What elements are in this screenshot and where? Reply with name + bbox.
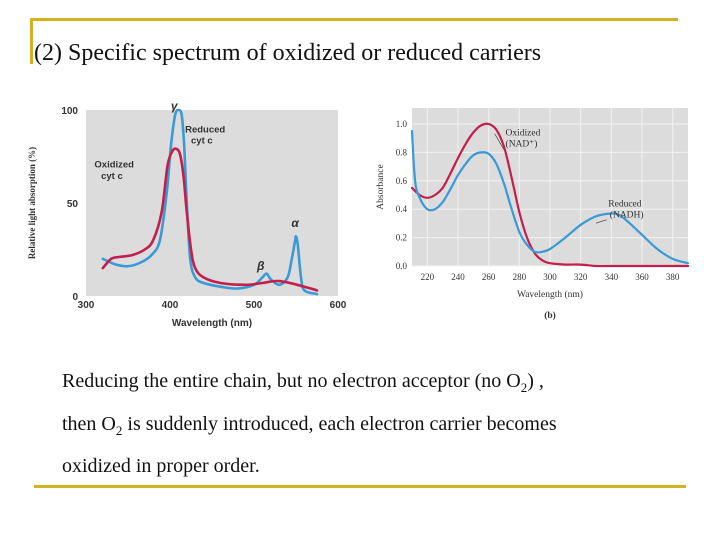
y-tick-label-b: 0.8 xyxy=(396,147,408,157)
annotation-label-a: cyt c xyxy=(191,135,213,146)
cytochrome-c-spectrum-chart: 0 50 100 300 400 500 600 Wavelength (nm) Relativ… xyxy=(27,100,347,329)
series-line-oxidized-cyt-c xyxy=(101,147,319,292)
annotation-label-b: Oxidized xyxy=(506,128,541,138)
nad-spectrum-chart: 0.0 0.2 0.4 0.6 0.8 1.0 220 240 260 280 300 320 340 3… xyxy=(376,108,690,321)
y-tick-label-b: 0.0 xyxy=(396,261,408,271)
x-tick-label-b: 260 xyxy=(482,272,496,282)
x-axis-title-b: Wavelength (nm) xyxy=(517,289,583,300)
y-tick-label-b: 1.0 xyxy=(396,119,408,129)
x-tick-label-a: 300 xyxy=(78,300,95,311)
caption-rule-bottom xyxy=(34,485,686,488)
annotation-label-a: Oxidized xyxy=(94,160,134,171)
annotation-label-a: cyt c xyxy=(101,171,123,182)
annotation-label-a: α xyxy=(291,216,299,230)
y-tick-label-a: 50 xyxy=(67,199,79,210)
title-rule-top xyxy=(30,18,678,21)
caption-line-2: then O2 is suddenly introduced, each ele… xyxy=(62,413,557,438)
caption-line-1: Reducing the entire chain, but no electr… xyxy=(62,370,544,395)
x-tick-label-a: 400 xyxy=(162,300,179,311)
x-tick-label-b: 360 xyxy=(635,272,649,282)
x-tick-label-b: 280 xyxy=(513,272,527,282)
panel-label-b: (b) xyxy=(544,310,556,321)
x-tick-label-a: 500 xyxy=(246,300,263,311)
x-tick-label-b: 320 xyxy=(574,272,588,282)
annotation-label-b: (NADH) xyxy=(610,210,644,221)
x-tick-label-b: 240 xyxy=(451,272,465,282)
y-tick-label-b: 0.6 xyxy=(396,176,408,186)
x-tick-label-a: 600 xyxy=(330,300,347,311)
series-line-reduced-cyt-c xyxy=(101,108,319,296)
annotation-label-b: (NAD⁺) xyxy=(506,139,538,150)
annotation-label-a: Reduced xyxy=(185,124,225,135)
y-axis-title-a: Relative light absorption (%) xyxy=(27,147,37,259)
title-rule-left xyxy=(30,18,33,64)
y-tick-label-a: 0 xyxy=(72,292,78,303)
annotation-label-a: γ xyxy=(171,100,179,113)
caption-line-3: oxidized in proper order. xyxy=(62,455,260,477)
x-tick-label-b: 300 xyxy=(543,272,557,282)
x-tick-label-b: 380 xyxy=(666,272,680,282)
x-axis-title-a: Wavelength (nm) xyxy=(172,318,252,329)
x-tick-label-b: 220 xyxy=(421,272,435,282)
leader-line-reduced xyxy=(595,219,607,224)
annotation-label-a: β xyxy=(256,259,265,273)
series-line-nadh-reduced xyxy=(410,130,690,265)
annotation-label-b: Reduced xyxy=(608,199,641,209)
x-tick-label-b: 340 xyxy=(605,272,619,282)
y-tick-label-a: 100 xyxy=(61,106,78,117)
y-tick-label-b: 0.4 xyxy=(396,204,408,214)
y-axis-title-b: Absorbance xyxy=(376,164,386,209)
leader-line-oxidized xyxy=(494,133,505,150)
series-line-nad-oxidized xyxy=(410,122,690,268)
slide-title: (2) Specific spectrum of oxidized or red… xyxy=(34,40,542,66)
y-tick-label-b: 0.2 xyxy=(396,233,407,243)
